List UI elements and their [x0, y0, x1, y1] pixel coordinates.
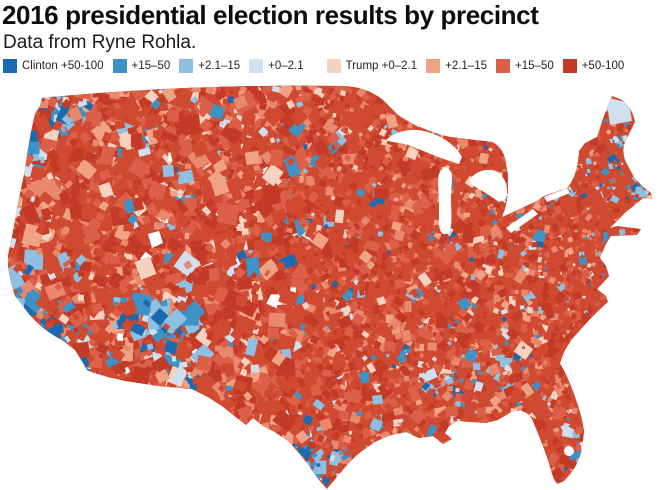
legend-item-trump-15-50: +15–50	[496, 59, 554, 73]
us-precinct-map	[0, 85, 660, 490]
legend-label: Clinton +50-100	[22, 60, 104, 72]
clinton-50-100-swatch	[3, 59, 17, 73]
water-bodies	[148, 129, 574, 456]
legend-item-trump-2-15: +2.1–15	[426, 59, 487, 73]
trump-0-2-swatch	[326, 59, 341, 73]
clinton-2-15-swatch	[179, 59, 194, 73]
legend-label: +50-100	[581, 60, 625, 72]
legend-label: +2.1–15	[445, 60, 488, 72]
lake-okeechobee	[564, 446, 574, 456]
legend-item-clinton-50-100: Clinton +50-100	[3, 59, 104, 73]
data-source-note: Data from Ryne Rohla.	[3, 32, 197, 53]
legend-item-clinton-0-2: +0–2.1	[249, 59, 304, 73]
legend: Clinton +50-100 +15–50 +2.1–15 +0–2.1 Tr…	[3, 58, 633, 74]
trump-50-100-swatch	[562, 59, 577, 73]
maine-pale-precinct	[606, 97, 632, 125]
clinton-0-2-swatch	[249, 59, 264, 73]
legend-item-trump-0-2: Trump +0–2.1	[326, 59, 418, 73]
legend-item-clinton-2-15: +2.1–15	[179, 59, 240, 73]
legend-item-trump-50-100: +50-100	[562, 59, 625, 73]
great-salt-lake	[148, 231, 163, 248]
trump-2-15-swatch	[426, 59, 441, 73]
legend-label: +2.1–15	[198, 60, 241, 72]
legend-label: +0–2.1	[268, 60, 304, 72]
legend-label: +15–50	[131, 60, 171, 72]
legend-item-clinton-15-50: +15–50	[112, 59, 171, 73]
lake-huron	[469, 169, 508, 202]
lake-ontario	[544, 188, 570, 202]
trump-15-50-swatch	[496, 59, 511, 73]
lake-superior	[386, 129, 462, 164]
legend-label: Trump +0–2.1	[345, 60, 418, 72]
lake-michigan	[438, 168, 452, 235]
page-title: 2016 presidential election results by pr…	[2, 0, 539, 30]
lake-erie	[506, 209, 538, 233]
legend-label: +15–50	[515, 60, 554, 72]
clinton-15-50-swatch	[112, 59, 127, 73]
